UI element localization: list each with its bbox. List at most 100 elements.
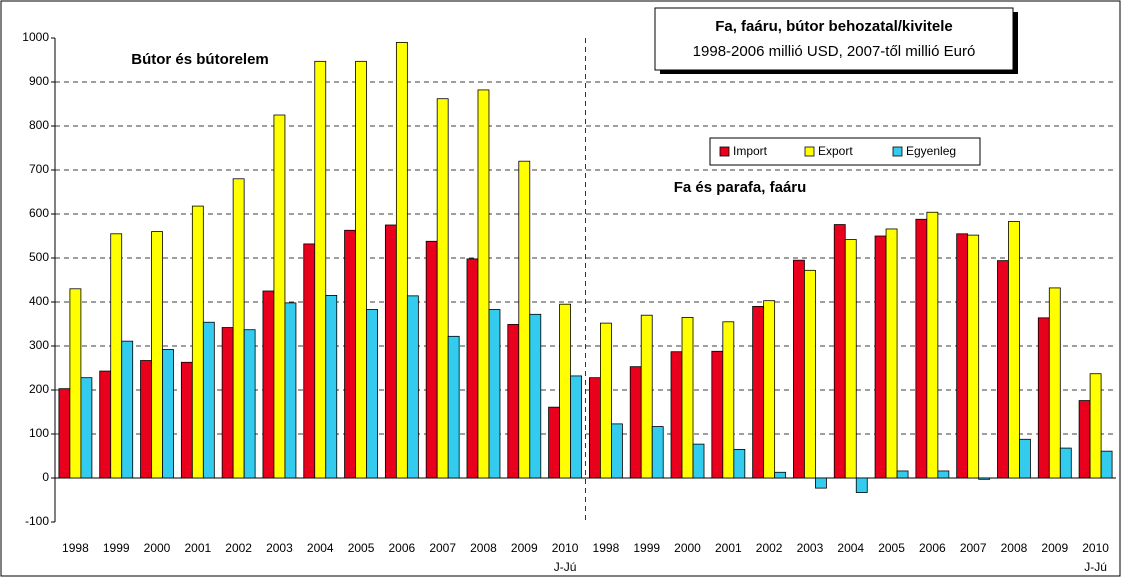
bar [915,218,928,479]
bar [1089,373,1102,479]
bar [325,294,338,479]
x-tick-label: 2001 [715,541,742,555]
y-tick-label: 900 [29,74,49,88]
bar [967,234,980,479]
x-tick-label: 1998 [62,541,89,555]
x-tick-label: 2006 [919,541,946,555]
bar [80,377,93,479]
y-tick-label: 0 [42,470,49,484]
x-tick-label: 2005 [348,541,375,555]
legend-swatch [719,146,730,157]
bar [844,239,857,479]
y-tick-label: 1000 [22,30,49,44]
x-tick-label: 2010 [552,541,579,555]
x-tick-label: 2002 [756,541,783,555]
bar [303,243,316,479]
bar [570,375,582,479]
x-tick-sublabel: J-Jú [1084,560,1107,574]
bar [466,258,479,479]
bar [874,235,887,479]
x-tick-label: 1998 [593,541,620,555]
bar [221,327,234,479]
annotation: Bútor és bútorelem [131,51,269,68]
bar [180,361,193,479]
y-tick-label: 800 [29,118,49,132]
bar [69,288,82,479]
bar [151,231,163,479]
bar [436,98,449,479]
x-tick-label: 2003 [266,541,293,555]
bar [804,269,816,479]
annotation: Fa és parafa, faáru [674,179,807,196]
bar [926,211,939,479]
x-tick-label: 2001 [184,541,211,555]
x-tick-label: 2009 [1041,541,1068,555]
bar [937,470,950,479]
bar [589,377,601,479]
bar [793,259,805,479]
bar [997,260,1009,479]
bar [518,160,531,479]
bar [162,349,174,479]
y-tick-label: -100 [25,514,49,528]
bar [262,290,275,479]
y-tick-label: 200 [29,382,49,396]
bar [692,443,705,479]
x-tick-sublabel: J-Jú [554,560,577,574]
x-tick-label: 2004 [307,541,334,555]
y-tick-label: 700 [29,162,49,176]
bar [600,322,612,479]
y-tick-label: 100 [29,426,49,440]
x-tick-label: 2000 [674,541,701,555]
bar [651,426,664,479]
x-tick-label: 2002 [225,541,252,555]
bar [1019,438,1031,479]
bar [1059,447,1072,479]
bar [529,313,542,479]
bar [273,114,286,479]
bar [1037,317,1050,479]
bar [406,295,419,479]
bar [1048,287,1061,479]
bar [366,309,378,479]
x-tick-label: 2008 [470,541,497,555]
legend-swatch [804,146,815,157]
bar [752,305,765,479]
bar [681,316,694,479]
x-tick-label: 2000 [144,541,171,555]
bar [344,229,356,479]
bar [314,60,327,479]
bar [110,233,123,479]
legend-swatch [892,146,903,157]
bar [355,60,367,479]
legend-label: Export [818,144,853,158]
x-tick-label: 2010 [1082,541,1109,555]
x-tick-label: 1999 [103,541,130,555]
chart-title: Fa, faáru, bútor behozatal/kivitele [715,18,953,35]
bar [99,370,112,479]
bar [384,224,397,479]
x-tick-label: 2009 [511,541,538,555]
x-tick-label: 2007 [429,541,456,555]
bar [202,321,215,479]
bar [978,477,991,480]
bar [559,303,571,479]
bar [774,471,787,479]
bar [284,302,297,479]
y-tick-label: 400 [29,294,49,308]
y-tick-label: 500 [29,250,49,264]
bar [815,477,827,489]
bar [1100,450,1113,479]
x-tick-label: 2008 [1001,541,1028,555]
legend-label: Egyenleg [906,144,956,158]
legend-box [709,137,981,166]
bar [447,335,460,479]
bar [733,448,746,479]
y-tick-label: 600 [29,206,49,220]
bar [1078,400,1091,479]
bar [140,360,152,479]
bar [711,350,724,479]
x-tick-label: 2004 [837,541,864,555]
